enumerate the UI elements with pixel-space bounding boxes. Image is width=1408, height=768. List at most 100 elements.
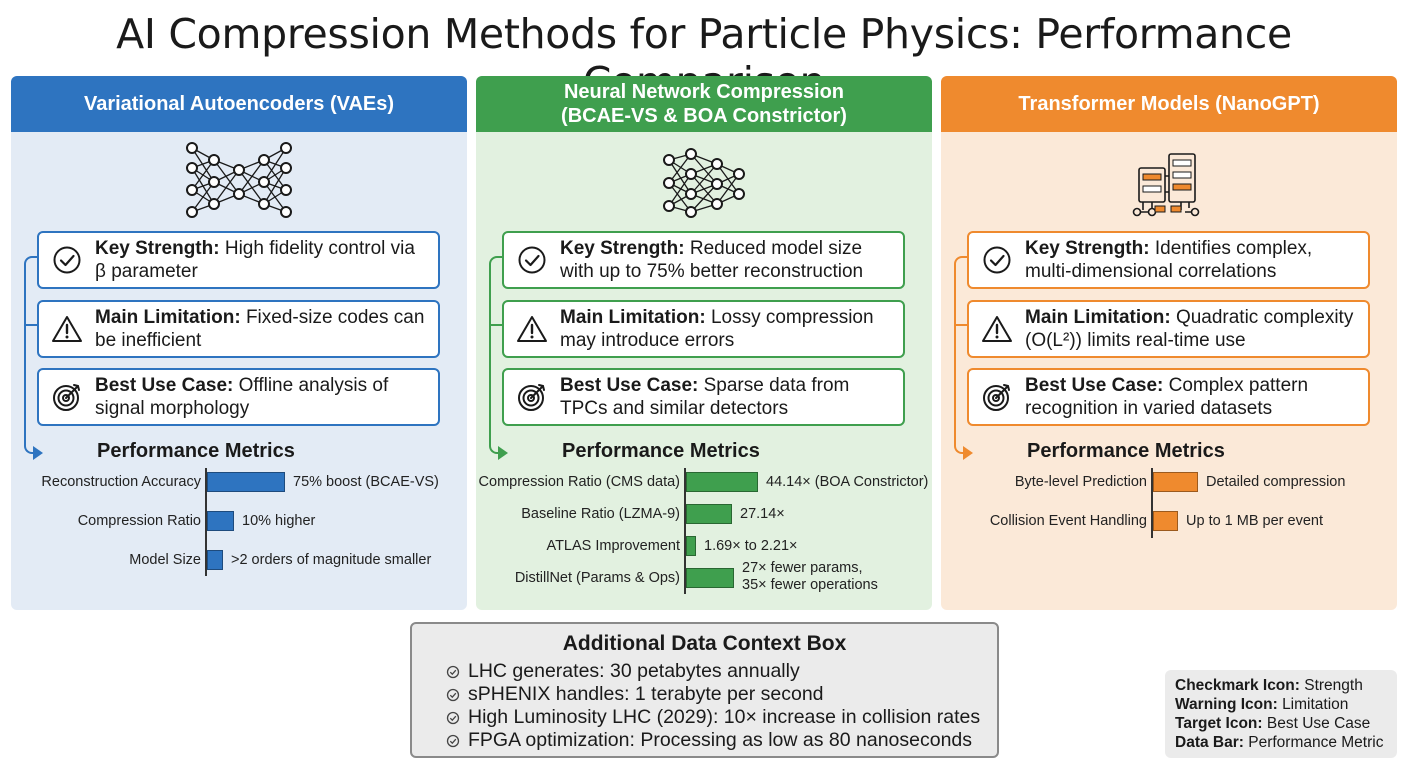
- context-item: High Luminosity LHC (2029): 10× increase…: [446, 706, 980, 729]
- metrics-title: Performance Metrics: [1027, 440, 1225, 462]
- metric-label: Model Size: [129, 552, 201, 568]
- legend-key: Target Icon:: [1175, 715, 1263, 732]
- connector-line: [24, 324, 38, 326]
- use-case-card: Best Use Case: Complex pattern recogniti…: [967, 368, 1370, 426]
- card-text: Complex pattern recognition in varied da…: [1025, 375, 1309, 419]
- metric-label: ATLAS Improvement: [546, 538, 680, 554]
- checkmark-icon: [39, 245, 95, 275]
- panel-transformer: Transformer Models (NanoGPT) Key Streng: [941, 76, 1397, 610]
- card-text: Fixed-size codes can be inefficient: [95, 307, 425, 351]
- metric-bar: [686, 472, 758, 492]
- metric-row: Byte-level Prediction Detailed compressio…: [941, 470, 1397, 494]
- card-label: Main Limitation:: [560, 307, 706, 328]
- legend-key: Data Bar:: [1175, 734, 1244, 751]
- context-item-text: High Luminosity LHC (2029): 10× increase…: [468, 706, 981, 728]
- legend-value: Performance Metric: [1248, 734, 1384, 751]
- metric-bar: [686, 536, 696, 556]
- checkmark-icon: [446, 711, 460, 724]
- connector-arrow: [963, 446, 973, 460]
- panel-title: Variational Autoencoders (VAEs): [83, 93, 395, 115]
- metric-value: 27× fewer params, 35× fewer operations: [742, 560, 878, 594]
- panel-neural-network: Neural Network Compression (BCAE-VS & BO…: [476, 76, 932, 610]
- limitation-card: Main Limitation: Fixed-size codes can be…: [37, 300, 440, 358]
- metric-bar: [1153, 511, 1178, 531]
- checkmark-icon: [504, 245, 560, 275]
- panel-vaes: Variational Autoencoders (VAEs) Key Stre…: [11, 76, 467, 610]
- card-label: Key Strength:: [95, 238, 220, 259]
- metric-value: Detailed compression: [1206, 474, 1346, 490]
- connector-line: [954, 256, 968, 454]
- checkmark-icon: [446, 688, 460, 701]
- transformer-diagram-icon: [941, 150, 1397, 240]
- card-text: Reduced model size with up to 75% better…: [560, 238, 864, 282]
- metrics-title: Performance Metrics: [97, 440, 295, 462]
- metric-row: ATLAS Improvement 1.69× to 2.21×: [476, 534, 932, 558]
- metric-row: Compression Ratio (CMS data) 44.14× (BOA …: [476, 470, 932, 494]
- legend-item: Checkmark Icon: Strength: [1175, 676, 1397, 695]
- metric-bar: [1153, 472, 1198, 492]
- metric-bar: [207, 550, 223, 570]
- metric-label: Byte-level Prediction: [1014, 474, 1147, 490]
- context-item: FPGA optimization: Processing as low as …: [446, 729, 972, 752]
- connector-line: [489, 256, 503, 454]
- metric-value: >2 orders of magnitude smaller: [231, 552, 432, 568]
- use-case-card: Best Use Case: Sparse data from TPCs and…: [502, 368, 905, 426]
- metric-value: 75% boost (BCAE-VS): [293, 474, 439, 490]
- metric-row: Baseline Ratio (LZMA-9) 27.14×: [476, 502, 932, 526]
- panel-title-line-1: Neural Network Compression: [563, 81, 845, 103]
- metric-value: 10% higher: [242, 513, 316, 529]
- metric-value: 1.69× to 2.21×: [704, 538, 798, 554]
- context-item: LHC generates: 30 petabytes annually: [446, 660, 800, 683]
- metric-label: DistillNet (Params & Ops): [514, 570, 680, 586]
- metrics-title: Performance Metrics: [562, 440, 760, 462]
- card-label: Best Use Case:: [1025, 375, 1164, 396]
- metric-row: Model Size >2 orders of magnitude smaller: [11, 548, 467, 572]
- card-text: Identifies complex, multi-dimensional co…: [1025, 238, 1313, 282]
- metric-label: Collision Event Handling: [989, 513, 1147, 529]
- metric-row: Reconstruction Accuracy 75% boost (BCAE-V…: [11, 470, 467, 494]
- strength-card: Key Strength: Reduced model size with up…: [502, 231, 905, 289]
- legend-value: Limitation: [1282, 696, 1349, 713]
- card-label: Key Strength:: [560, 238, 685, 259]
- panel-header: Transformer Models (NanoGPT): [941, 76, 1397, 132]
- additional-context-box: Additional Data Context Box LHC generate…: [410, 622, 999, 758]
- warning-icon: [39, 314, 95, 344]
- metric-label: Reconstruction Accuracy: [41, 474, 201, 490]
- context-item-text: sPHENIX handles: 1 terabyte per second: [468, 683, 824, 705]
- card-text: Offline analysis of signal morphology: [95, 375, 389, 419]
- metric-label: Compression Ratio (CMS data): [478, 474, 680, 490]
- metric-bar: [207, 511, 234, 531]
- metric-value: 44.14× (BOA Constrictor): [766, 474, 929, 490]
- connector-arrow: [33, 446, 43, 460]
- network-diagram-icon: [11, 140, 467, 230]
- metric-label: Compression Ratio: [77, 513, 201, 529]
- card-label: Best Use Case:: [95, 375, 234, 396]
- connector-line: [954, 324, 968, 326]
- neural-network-icon: [476, 148, 932, 238]
- strength-card: Key Strength: High fidelity control via …: [37, 231, 440, 289]
- legend-item: Warning Icon: Limitation: [1175, 695, 1397, 714]
- metric-value: 27.14×: [740, 506, 785, 522]
- card-text: Lossy compression may introduce errors: [560, 307, 874, 351]
- card-text: Sparse data from TPCs and similar detect…: [560, 375, 850, 419]
- context-item: sPHENIX handles: 1 terabyte per second: [446, 683, 824, 706]
- metrics-axis: [205, 468, 207, 576]
- panel-header: Neural Network Compression (BCAE-VS & BO…: [476, 76, 932, 132]
- context-box-title: Additional Data Context Box: [562, 632, 847, 655]
- context-item-text: LHC generates: 30 petabytes annually: [468, 660, 800, 682]
- checkmark-icon: [446, 734, 460, 747]
- checkmark-icon: [446, 665, 460, 678]
- metric-bar: [207, 472, 285, 492]
- metric-row: Compression Ratio 10% higher: [11, 509, 467, 533]
- connector-line: [24, 256, 38, 454]
- limitation-card: Main Limitation: Quadratic complexity (O…: [967, 300, 1370, 358]
- panel-title-line-2: (BCAE-VS & BOA Constrictor): [561, 105, 847, 127]
- metrics-axis: [684, 468, 686, 594]
- metrics-axis: [1151, 468, 1153, 538]
- metric-label: Baseline Ratio (LZMA-9): [521, 506, 680, 522]
- limitation-card: Main Limitation: Lossy compression may i…: [502, 300, 905, 358]
- metric-value: Up to 1 MB per event: [1186, 513, 1324, 529]
- connector-line: [489, 324, 503, 326]
- panel-title: Transformer Models (NanoGPT): [1018, 93, 1320, 115]
- strength-card: Key Strength: Identifies complex, multi-…: [967, 231, 1370, 289]
